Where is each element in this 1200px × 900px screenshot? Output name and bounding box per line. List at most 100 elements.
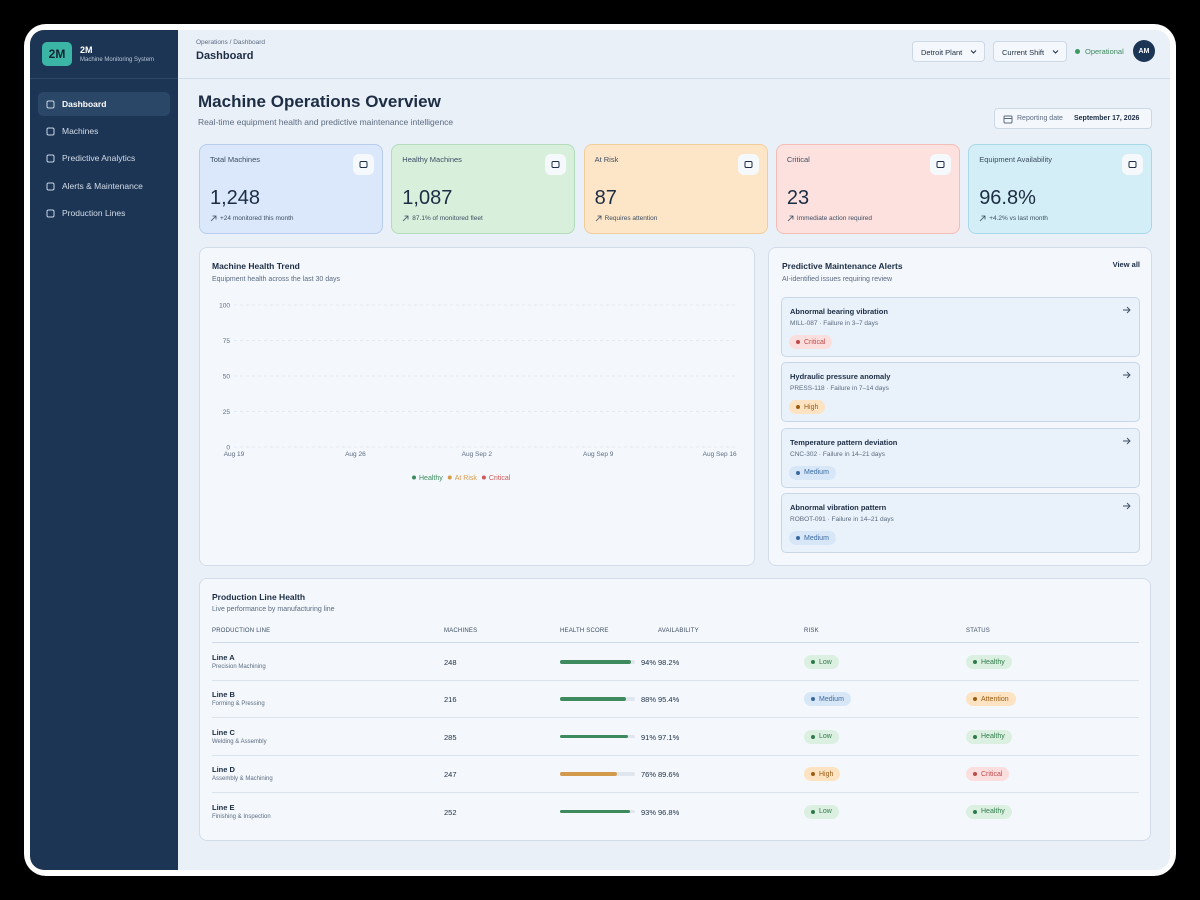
- alert-meta: ROBOT-091 · Failure in 14–21 days: [790, 516, 894, 524]
- line-detail: Welding & Assembly: [212, 738, 267, 745]
- date-box[interactable]: Reporting date September 17, 2026: [994, 108, 1152, 129]
- y-tick-label: 100: [219, 303, 230, 310]
- availability: 96.8%: [658, 807, 680, 817]
- alerts-subtitle: AI-identified issues requiring review: [782, 276, 893, 283]
- kpi-card: Total Machines 1,248 +24 monitored this mo…: [199, 144, 383, 234]
- icon: [1052, 50, 1059, 54]
- alert-item[interactable]: Abnormal bearing vibration MILL-087 · Fai…: [781, 297, 1140, 357]
- kpi-icon: [545, 154, 567, 175]
- alert-item[interactable]: Abnormal vibration pattern ROBOT-091 · Fa…: [781, 493, 1140, 554]
- health-score: 93%: [641, 807, 657, 817]
- machines: 285: [444, 732, 457, 742]
- line-name: Line C: [212, 727, 235, 737]
- y-tick-label: 0: [226, 445, 230, 452]
- row-rule: [212, 754, 1139, 756]
- legend-marker: [481, 475, 486, 480]
- icon: [970, 50, 977, 54]
- icon: [1003, 115, 1013, 124]
- dropdown-label: Current Shift: [1002, 48, 1045, 57]
- avatar[interactable]: AM: [1133, 40, 1155, 62]
- severity-badge: Medium: [789, 465, 836, 480]
- nav-item[interactable]: Dashboard: [38, 92, 170, 116]
- legend-label: Healthy: [419, 475, 443, 482]
- chart-subtitle: Equipment health across the last 30 days: [212, 276, 341, 283]
- kpi-label: Total Machines: [210, 155, 261, 164]
- chart: 0 25 50 75 100 Aug 19 Aug 26 Aug Sep 2 Aug Sep 9…: [219, 303, 737, 483]
- logo: 2M: [42, 42, 72, 66]
- icon: [359, 161, 368, 168]
- nav-item[interactable]: Machines: [38, 119, 170, 143]
- sidebar-divider: [30, 78, 178, 79]
- kpi-icon: [1122, 154, 1144, 175]
- icon: [210, 215, 217, 222]
- brand-tagline: Machine Monitoring System: [80, 57, 155, 63]
- health-score: 88%: [641, 695, 657, 705]
- app: 2M 2M Machine Monitoring System Dashboard Ma…: [30, 30, 1170, 870]
- kpi-value: 23: [786, 187, 810, 209]
- x-tick-label: Aug Sep 2: [462, 451, 493, 458]
- brand-name: 2M: [80, 45, 93, 55]
- alert-item[interactable]: Temperature pattern deviation CNC-302 · F…: [781, 427, 1140, 488]
- icon: [403, 215, 409, 222]
- column-header: HEALTH SCORE: [560, 628, 609, 634]
- risk-badge: Low: [804, 655, 839, 669]
- y-tick-label: 50: [223, 374, 231, 381]
- availability: 98.2%: [658, 658, 680, 667]
- kpi-icon: [737, 154, 759, 175]
- nav-item[interactable]: Alerts & Maintenance: [38, 174, 170, 198]
- legend-label: Critical: [489, 475, 511, 482]
- kpi-label: Equipment Availability: [979, 155, 1053, 164]
- kpi-value: 96.8%: [979, 187, 1036, 209]
- alert-title: Abnormal vibration pattern: [790, 503, 887, 513]
- date-value: September 17, 2026: [1074, 115, 1140, 122]
- machines: 248: [444, 658, 457, 667]
- status-badge: Healthy: [966, 729, 1012, 744]
- view-all[interactable]: View all: [1112, 260, 1140, 269]
- risk-badge: Low: [804, 729, 839, 744]
- column-header: RISK: [804, 628, 819, 634]
- status-badge: Healthy: [966, 804, 1012, 819]
- icon: [595, 215, 601, 222]
- availability: 95.4%: [658, 695, 680, 705]
- health-score: 94%: [641, 658, 657, 667]
- kpi-note: 87.1% of monitored fleet: [412, 215, 483, 222]
- date-label: Reporting date: [1017, 115, 1063, 122]
- kpi-card: Equipment Availability 96.8% +4.2% vs last…: [968, 144, 1153, 234]
- dropdown[interactable]: Current Shift: [993, 41, 1067, 62]
- icon: [46, 100, 55, 109]
- icon: [1128, 161, 1137, 168]
- icon: [551, 161, 560, 168]
- nav-label: Production Lines: [62, 207, 126, 218]
- nav-label: Predictive Analytics: [62, 153, 136, 164]
- severity-badge: Critical: [789, 335, 833, 349]
- alert-title: Abnormal bearing vibration: [790, 307, 888, 316]
- icon: [46, 127, 55, 136]
- alert-item[interactable]: Hydraulic pressure anomaly PRESS-118 · Fa…: [781, 362, 1140, 423]
- machines: 247: [444, 770, 457, 780]
- status-text: Operational: [1085, 47, 1124, 56]
- x-tick-label: Aug 26: [345, 451, 366, 458]
- dropdown[interactable]: Detroit Plant: [912, 41, 985, 62]
- nav-label: Alerts & Maintenance: [62, 180, 143, 191]
- health-score: 76%: [641, 770, 657, 780]
- nav-item[interactable]: Production Lines: [38, 201, 170, 225]
- icon: [46, 154, 55, 163]
- severity-badge: High: [789, 400, 826, 415]
- legend-marker: [447, 475, 452, 480]
- risk-badge: Medium: [804, 692, 851, 707]
- icon: [1123, 437, 1131, 445]
- page-subtitle: Real-time equipment health and predictiv…: [198, 117, 454, 127]
- kpi-value: 1,248: [210, 187, 261, 209]
- nav-item[interactable]: Predictive Analytics: [38, 146, 170, 170]
- status-badge: Attention: [966, 692, 1016, 707]
- column-header: STATUS: [966, 628, 990, 634]
- line-detail: Finishing & Inspection: [212, 813, 271, 820]
- alert-title: Hydraulic pressure anomaly: [790, 372, 891, 382]
- kpi-note: Requires attention: [604, 215, 658, 222]
- health-bar: [560, 734, 629, 739]
- column-header: PRODUCTION LINE: [212, 628, 271, 634]
- alert-title: Temperature pattern deviation: [790, 437, 898, 447]
- row-rule: [212, 792, 1139, 794]
- kpi-icon: [353, 154, 374, 175]
- breadcrumb: Operations / Dashboard: [196, 39, 266, 46]
